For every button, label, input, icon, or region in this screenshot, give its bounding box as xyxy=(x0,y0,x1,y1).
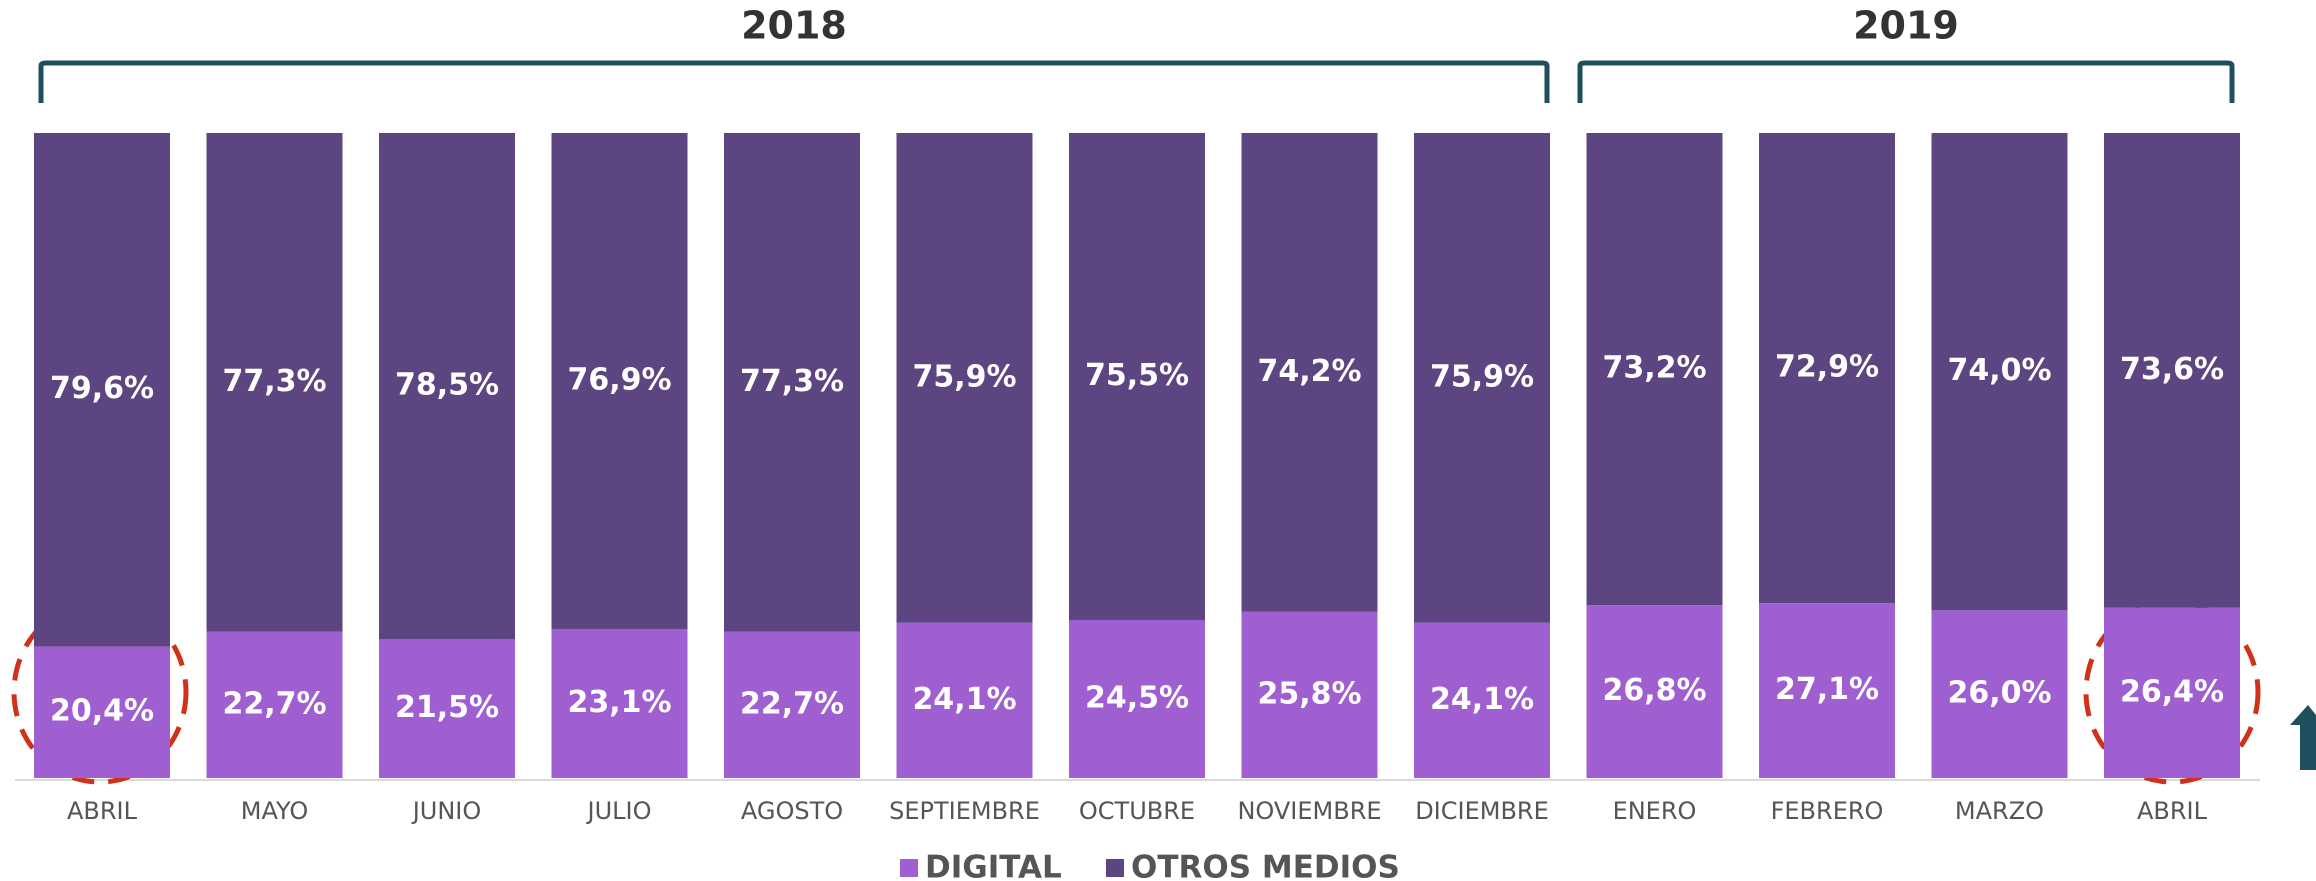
year-label: 2018 xyxy=(741,4,847,48)
x-tick-label: ABRIL xyxy=(2137,797,2208,825)
data-label: 25,8% xyxy=(1257,676,1361,711)
data-label: 72,9% xyxy=(1775,350,1879,385)
bar-segment xyxy=(896,622,1033,778)
bar-segment xyxy=(1759,133,1895,604)
data-label: 75,9% xyxy=(912,359,1016,394)
bar-segment xyxy=(1241,133,1378,612)
bar-segment xyxy=(1414,133,1550,623)
data-label: 74,0% xyxy=(1947,353,2051,388)
bar-segment xyxy=(1586,605,1723,778)
data-label: 78,5% xyxy=(395,368,499,403)
data-label: 77,3% xyxy=(222,364,326,399)
x-tick-label: MARZO xyxy=(1955,797,2044,825)
bracket xyxy=(38,60,1550,103)
data-label: 75,5% xyxy=(1085,358,1189,393)
data-label: 76,9% xyxy=(567,363,671,398)
x-tick-label: JUNIO xyxy=(411,797,482,825)
data-label: 79,6% xyxy=(50,371,154,406)
data-label: 23,1% xyxy=(567,685,671,720)
legend-swatch xyxy=(900,859,918,877)
bar-segment xyxy=(34,133,170,647)
data-label: 26,8% xyxy=(1602,673,1706,708)
bar-segment xyxy=(206,631,343,778)
x-tick-label: NOVIEMBRE xyxy=(1237,797,1381,825)
bar-segment xyxy=(1759,603,1895,778)
bar-segment xyxy=(379,133,515,640)
x-tick-label: AGOSTO xyxy=(741,797,843,825)
data-label: 73,2% xyxy=(1602,351,1706,386)
data-label: 20,4% xyxy=(50,694,154,729)
data-label: 21,5% xyxy=(395,690,499,725)
x-tick-label: DICIEMBRE xyxy=(1415,797,1549,825)
bar-segment xyxy=(379,639,515,778)
legend-label: OTROS MEDIOS xyxy=(1131,850,1400,881)
data-label: 27,1% xyxy=(1775,672,1879,707)
arrow xyxy=(2290,705,2316,770)
bar-segment xyxy=(896,133,1033,623)
x-tick-label: ENERO xyxy=(1613,797,1697,825)
legend-swatch xyxy=(1106,859,1124,877)
data-label: 26,4% xyxy=(2120,674,2224,709)
year-label: 2019 xyxy=(1853,4,1959,48)
x-tick-label: SEPTIEMBRE xyxy=(889,797,1040,825)
data-label: 75,9% xyxy=(1430,359,1534,394)
data-label: 24,1% xyxy=(912,682,1016,717)
data-label: 77,3% xyxy=(740,364,844,399)
bar-segment xyxy=(551,629,688,778)
bar-segment xyxy=(1931,133,2068,611)
data-label: 74,2% xyxy=(1257,354,1361,389)
bar-segment xyxy=(1931,610,2068,778)
bar-segment xyxy=(724,133,860,632)
bar-segment xyxy=(206,133,343,632)
bar-segment xyxy=(551,133,688,630)
bar-segment xyxy=(34,646,170,778)
bracket xyxy=(1577,60,2235,103)
x-tick-label: OCTUBRE xyxy=(1079,797,1195,825)
x-tick-label: ABRIL xyxy=(67,797,138,825)
bar-segment xyxy=(1241,611,1378,778)
data-label: 22,7% xyxy=(222,686,326,721)
data-label: 22,7% xyxy=(740,686,844,721)
legend-label: DIGITAL xyxy=(925,850,1062,881)
data-label: 24,1% xyxy=(1430,682,1534,717)
bar-segment xyxy=(2104,607,2240,778)
bar-segment xyxy=(1414,622,1550,778)
bar-segment xyxy=(1069,619,1205,778)
bar-segment xyxy=(724,631,860,778)
x-tick-label: MAYO xyxy=(241,797,309,825)
bar-segment xyxy=(1069,133,1205,620)
data-label: 26,0% xyxy=(1947,676,2051,711)
data-label: 73,6% xyxy=(2120,352,2224,387)
bar-segment xyxy=(1586,133,1723,606)
data-label: 24,5% xyxy=(1085,680,1189,715)
x-tick-label: JULIO xyxy=(586,797,652,825)
bar-segment xyxy=(2104,133,2240,608)
x-tick-label: FEBRERO xyxy=(1771,797,1884,825)
